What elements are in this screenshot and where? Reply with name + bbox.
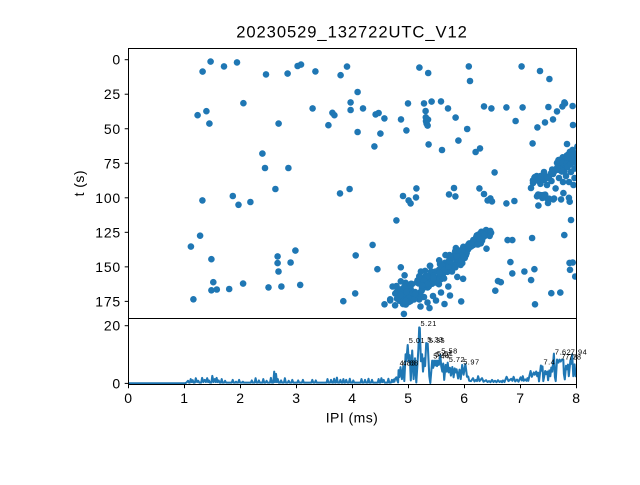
svg-text:7.62: 7.62 xyxy=(555,348,571,357)
svg-text:4: 4 xyxy=(348,390,357,406)
svg-text:2: 2 xyxy=(236,390,245,406)
svg-text:4.83: 4.83 xyxy=(400,359,416,368)
svg-text:0: 0 xyxy=(112,375,121,391)
svg-text:3: 3 xyxy=(292,390,301,406)
svg-text:5.58: 5.58 xyxy=(441,347,457,356)
svg-text:IPI (ms): IPI (ms) xyxy=(326,410,379,426)
svg-text:150: 150 xyxy=(95,259,121,275)
svg-text:8: 8 xyxy=(572,390,581,406)
svg-text:5.44: 5.44 xyxy=(433,351,449,360)
svg-text:t (s): t (s) xyxy=(71,170,87,196)
svg-text:0: 0 xyxy=(112,52,121,68)
svg-text:175: 175 xyxy=(95,293,121,309)
svg-text:7.73: 7.73 xyxy=(561,352,577,361)
svg-text:5.21: 5.21 xyxy=(421,319,437,328)
svg-text:6: 6 xyxy=(460,390,469,406)
svg-text:100: 100 xyxy=(95,190,121,206)
svg-text:5.01: 5.01 xyxy=(409,336,425,345)
svg-text:20: 20 xyxy=(104,318,121,334)
svg-text:7.94: 7.94 xyxy=(571,348,587,357)
svg-text:5.72: 5.72 xyxy=(449,355,465,364)
svg-text:5.51: 5.51 xyxy=(437,349,453,358)
svg-text:7.4: 7.4 xyxy=(544,358,556,367)
svg-text:125: 125 xyxy=(95,224,121,240)
svg-text:5.97: 5.97 xyxy=(463,358,479,367)
svg-text:20230529_132722UTC_V12: 20230529_132722UTC_V12 xyxy=(236,23,468,42)
svg-text:4.88: 4.88 xyxy=(402,358,418,367)
svg-text:7: 7 xyxy=(516,390,525,406)
svg-text:25: 25 xyxy=(104,86,121,102)
svg-text:5: 5 xyxy=(404,390,413,406)
svg-text:0: 0 xyxy=(124,390,133,406)
svg-text:5.33: 5.33 xyxy=(427,335,443,344)
svg-text:5.47: 5.47 xyxy=(435,350,451,359)
svg-text:5.35: 5.35 xyxy=(429,336,445,345)
svg-text:50: 50 xyxy=(104,121,121,137)
svg-text:75: 75 xyxy=(104,155,121,171)
svg-text:7.78: 7.78 xyxy=(565,353,581,362)
svg-text:1: 1 xyxy=(180,390,189,406)
